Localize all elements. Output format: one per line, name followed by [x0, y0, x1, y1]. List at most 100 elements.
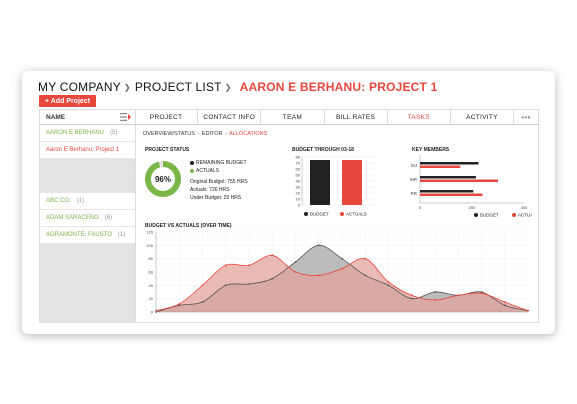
- chevron-right-icon: ›: [197, 131, 200, 137]
- y-tick-label: 50: [296, 173, 301, 178]
- legend-dot: [474, 213, 478, 217]
- legend-label: ACTUALS: [346, 212, 367, 217]
- bar-budget: [420, 162, 479, 165]
- breadcrumb: MY COMPANY ❯ PROJECT LIST ❯ AARON E BERH…: [38, 79, 437, 95]
- point-budget: [294, 261, 297, 263]
- tab-contact-info[interactable]: CONTACT INFO: [198, 110, 262, 124]
- name-column-header[interactable]: NAME: [46, 113, 66, 121]
- point-actuals: [480, 292, 483, 295]
- sidebar-item-count: (1): [117, 232, 126, 238]
- point-budget: [201, 301, 204, 303]
- point-budget: [248, 283, 250, 285]
- point-actuals: [201, 284, 204, 287]
- status-donut: 96%: [145, 161, 181, 197]
- project-status-title: PROJECT STATUS: [145, 147, 190, 153]
- y-tick-label: 40: [296, 179, 301, 184]
- sidebar-item-label: ADAM SARACENO: [46, 215, 99, 221]
- sidebar-item-count: (6): [104, 215, 113, 221]
- key-members-chart: 0 200 400 MJ MR RR BUDGET ACTUALS: [410, 155, 532, 218]
- dashboard-card: MY COMPANY ❯ PROJECT LIST ❯ AARON E BERH…: [22, 71, 555, 334]
- actuals-hours: Actuals: 726 HRS: [190, 187, 230, 193]
- y-tick-label: 30: [296, 185, 301, 190]
- point-actuals: [317, 274, 320, 277]
- budget-chart-title: BUDGET THROUGH 03-18: [292, 147, 354, 153]
- point-actuals: [294, 271, 297, 273]
- sidebar-empty-row: [40, 176, 135, 193]
- sidebar-item-count: (1): [76, 198, 85, 204]
- y-tick-label: 0: [151, 310, 154, 315]
- point-actuals: [387, 281, 390, 283]
- sidebar-item-label: Aaron E Berhanu: Project 1: [46, 147, 120, 153]
- bar-actuals: [420, 193, 483, 196]
- y-tick-label: 100: [146, 243, 153, 248]
- breadcrumb-company[interactable]: MY COMPANY: [38, 80, 121, 94]
- subnav-allocations[interactable]: ALLOCATIONS: [229, 131, 268, 137]
- subnav-editor[interactable]: EDITOR: [201, 131, 223, 137]
- point-actuals: [224, 264, 227, 267]
- menu-icon[interactable]: [120, 113, 131, 121]
- budget-vs-actuals-chart: 0 20 40 60 80 100 120: [146, 230, 529, 315]
- y-tick-label: 20: [296, 191, 301, 196]
- legend-label: ACTUALS: [518, 213, 532, 218]
- add-project-button[interactable]: + Add Project: [39, 95, 96, 107]
- point-actuals: [178, 303, 181, 305]
- key-members-title: KEY MEMBERS: [412, 147, 450, 153]
- sidebar-item-agramonte-fausto[interactable]: AGRAMONTE, FAUSTO (1): [40, 227, 135, 244]
- more-icon[interactable]: •••: [521, 112, 531, 122]
- point-budget: [364, 274, 367, 277]
- tab-bill-rates[interactable]: BILL RATES: [325, 110, 388, 124]
- donut-actuals-arc: [145, 161, 181, 197]
- sidebar-item-aaron-berhanu[interactable]: AARON E BERHANU (5): [40, 125, 135, 142]
- bar-actuals: [420, 165, 461, 168]
- tab-activity[interactable]: ACTIVITY: [451, 110, 515, 124]
- point-actuals: [364, 257, 367, 260]
- breadcrumb-current: AARON E BERHANU: PROJECT 1: [239, 80, 438, 94]
- legend-dot: [512, 213, 516, 217]
- point-actuals: [248, 264, 250, 267]
- y-tick-label: 60: [296, 167, 301, 172]
- legend-dot: [340, 212, 344, 216]
- legend-remaining: REMAINING BUDGET: [190, 160, 247, 166]
- point-budget: [387, 284, 390, 287]
- x-tick-label: 0: [419, 205, 422, 210]
- point-budget: [271, 277, 274, 280]
- bar-budget: [420, 190, 474, 193]
- category-label: MJ: [411, 163, 417, 168]
- area-actuals: [156, 255, 528, 312]
- tab-team[interactable]: TEAM: [261, 110, 325, 124]
- sidebar-item-adam-saraceno[interactable]: ADAM SARACENO (6): [40, 210, 135, 227]
- subnav-overview[interactable]: OVERVIEW/STATUS: [143, 131, 195, 137]
- chevron-right-icon: ❯: [224, 82, 232, 92]
- sidebar-item-project-1[interactable]: Aaron E Berhanu: Project 1: [40, 142, 135, 159]
- sidebar-empty-area: [40, 244, 135, 322]
- breadcrumb-project-list[interactable]: PROJECT LIST: [134, 80, 222, 94]
- x-tick-label: 400: [521, 205, 528, 210]
- point-actuals: [410, 294, 413, 297]
- point-actuals: [271, 254, 274, 257]
- sidebar-item-abc-co[interactable]: ABC CO. (1): [40, 193, 135, 210]
- legend-actuals: ACTUALS: [190, 168, 219, 174]
- point-budget: [178, 304, 181, 307]
- bar-actuals: [420, 179, 498, 182]
- legend-label: BUDGET: [480, 213, 499, 218]
- tab-tasks[interactable]: TASKS: [388, 110, 451, 124]
- tab-project[interactable]: PROJECT: [135, 110, 199, 124]
- y-tick-label: 70: [296, 161, 301, 166]
- sidebar-item-label: AARON E BERHANU: [46, 130, 105, 136]
- point-actuals: [341, 267, 343, 270]
- sidebar-item-label: ABC CO.: [46, 198, 71, 204]
- chevron-right-icon: ›: [225, 131, 227, 137]
- category-label: RR: [411, 191, 418, 196]
- point-budget: [434, 291, 436, 293]
- legend-actuals-label: ACTUALS: [196, 168, 220, 174]
- sidebar-item-label: AGRAMONTE, FAUSTO: [46, 232, 112, 238]
- y-tick-label: 60: [149, 270, 154, 275]
- bar-actuals: [342, 160, 362, 205]
- point-actuals: [457, 294, 460, 297]
- area-chart-title: BUDGET VS ACTUALS (OVER TIME): [145, 223, 232, 229]
- status-percent: 96%: [155, 175, 171, 184]
- sidebar-item-count: (5): [110, 130, 118, 136]
- y-tick-label: 10: [296, 197, 301, 202]
- tab-bar: PROJECT CONTACT INFO TEAM BILL RATES TAS…: [135, 110, 538, 125]
